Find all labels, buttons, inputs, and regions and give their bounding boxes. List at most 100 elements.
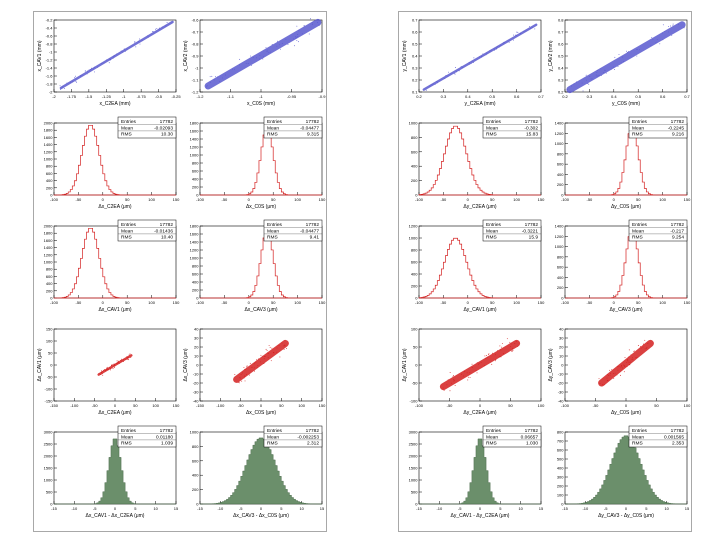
scatter-point <box>617 369 619 371</box>
y-tick-label: -40 <box>193 399 200 404</box>
scatter-point <box>244 380 246 382</box>
scatter-point <box>672 23 674 25</box>
y-tick-label: -40 <box>558 399 565 404</box>
scatter-point <box>141 39 143 41</box>
y-tick-label: 0 <box>50 193 53 198</box>
scatter-point <box>629 361 631 363</box>
scatter-point <box>511 350 512 352</box>
scatter-point <box>209 81 211 83</box>
scatter-point <box>467 379 469 381</box>
stats-box: Entries 17782 Mean -0.02093 RMS 10.30 <box>117 116 177 139</box>
x-tick-label: 150 <box>173 403 180 408</box>
scatter-point <box>101 62 103 64</box>
x-tick-label: -50 <box>593 403 600 408</box>
scatter-point <box>285 38 287 40</box>
scatter-point <box>508 41 510 43</box>
scatter-point <box>488 353 490 355</box>
scatter-point <box>636 48 638 50</box>
y-tick-label: 50 <box>48 351 53 356</box>
scatter-point <box>460 373 462 375</box>
y-tick-label: 1400 <box>190 137 200 142</box>
stats-label: Mean <box>267 434 279 440</box>
y-tick-label: 200 <box>557 182 564 187</box>
x-tick-label: -5 <box>604 506 608 511</box>
y-tick-label: 0 <box>196 193 199 198</box>
x-tick-label: 0 <box>102 300 105 305</box>
scatter-point <box>161 26 163 28</box>
scatter-point <box>456 71 457 73</box>
scatter-point <box>279 356 281 358</box>
y-tick-label: 2000 <box>44 454 54 459</box>
x-tick-label: 0.3 <box>587 94 593 99</box>
scatter-point <box>267 357 269 359</box>
scatter-point <box>114 364 116 366</box>
x-tick-label: -1.1 <box>227 94 235 99</box>
scatter-point <box>247 63 249 64</box>
y-tick-label: 1600 <box>44 135 54 140</box>
y-tick-label: 200 <box>557 484 564 489</box>
scatter-point <box>470 62 472 64</box>
scatter-point <box>603 384 605 386</box>
stats-label: RMS <box>121 441 132 447</box>
scatter-point <box>644 348 646 350</box>
scatter-point <box>281 342 283 344</box>
scatter-point <box>510 343 512 345</box>
x-tick-label: -10 <box>217 506 224 511</box>
x-tick-label: 100 <box>513 300 520 305</box>
y-tick-label: 800 <box>192 161 199 166</box>
panel-3: 0 200 400 600 800 1000 -100 -50 0 50 100 150 Δy_C2EA… <box>409 116 545 210</box>
x-axis-label: Δx_CAV3 - Δx_C0S (μm) <box>233 513 289 519</box>
scatter-point <box>571 85 572 87</box>
y-tick-label: 1000 <box>409 236 419 241</box>
scatter-point <box>262 355 264 357</box>
scatter-point <box>514 343 516 345</box>
panel-5: 0200400600800100012001400160018002000-10… <box>44 219 180 313</box>
x-tick-label: 0 <box>102 197 105 202</box>
scatter-point <box>66 82 68 84</box>
x-tick-label: -100 <box>561 197 570 202</box>
x-tick-label: 50 <box>125 300 130 305</box>
scatter-point <box>139 43 141 45</box>
x-tick-label: 0.5 <box>489 94 495 99</box>
stats-value: 17782 <box>525 119 539 125</box>
scatter-point <box>294 45 295 47</box>
scatter-point <box>121 360 123 362</box>
y-tick-label: 2000 <box>44 224 54 229</box>
scatter-point <box>491 363 493 365</box>
x-tick-label: 100 <box>298 403 305 408</box>
scatter-point <box>105 370 107 372</box>
y-tick-label: 20 <box>559 345 564 350</box>
x-tick-label: 50 <box>636 197 641 202</box>
scatter-point <box>270 360 272 362</box>
scatter-point <box>259 58 260 60</box>
scatter-point <box>436 82 438 84</box>
stats-box: Entries 17782 Mean -0.3221 RMS 15.9 <box>482 219 542 242</box>
scatter-point <box>628 363 630 365</box>
scatter-point <box>298 30 300 32</box>
histogram-line <box>53 124 176 196</box>
y-tick-label: 0 <box>415 363 418 368</box>
scatter-point <box>503 41 505 43</box>
stats-label: RMS <box>121 235 132 241</box>
x-tick-label: 150 <box>173 197 180 202</box>
stats-box: Entries 17782 Mean -0.002253 RMS 2.312 <box>263 425 323 448</box>
scatter-point <box>610 372 612 374</box>
stats-label: Mean <box>267 125 279 131</box>
scatter-point <box>607 374 608 376</box>
y-tick-label: 1200 <box>44 252 54 257</box>
x-tick-label: 5 <box>280 506 283 511</box>
scatter-point <box>134 41 136 43</box>
stats-label: Mean <box>486 125 498 131</box>
y-tick-label: 1600 <box>44 238 54 243</box>
y-tick-label: 600 <box>557 162 564 167</box>
x-tick-label: -150 <box>196 403 205 408</box>
scatter-point <box>436 81 438 82</box>
y-tick-label: 200 <box>46 288 53 293</box>
stats-box-frame <box>263 116 323 139</box>
scatter-point <box>152 31 154 33</box>
scatter-point <box>585 74 587 76</box>
x-axis-label: x_C2EA (mm) <box>99 101 130 107</box>
scatter-point <box>595 74 597 76</box>
stats-value: 9.216 <box>672 132 684 138</box>
scatter-point <box>112 57 114 59</box>
